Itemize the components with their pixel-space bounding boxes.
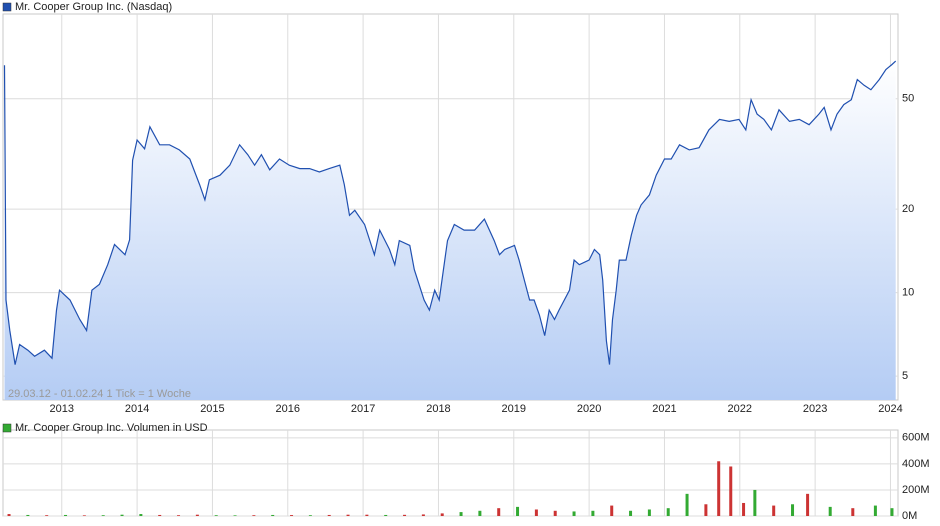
volume-bar	[271, 514, 275, 516]
y-tick-label: 0M	[902, 510, 917, 522]
x-tick-label: 2013	[50, 403, 74, 415]
x-tick-label: 2020	[577, 403, 601, 415]
volume-bar	[791, 504, 795, 516]
volume-bar	[591, 510, 595, 516]
volume-bar	[308, 515, 312, 516]
volume-bar	[729, 466, 733, 516]
volume-bar	[195, 514, 199, 516]
volume-bar	[647, 509, 651, 516]
volume-bar	[890, 508, 894, 516]
volume-bar	[497, 508, 501, 516]
volume-bar	[365, 514, 369, 516]
legend-swatch	[2, 2, 12, 12]
volume-bar	[82, 515, 86, 516]
volume-bar	[440, 513, 444, 516]
y-tick-label: 50	[902, 93, 914, 105]
volume-bar	[851, 508, 855, 516]
price-line	[3, 60, 897, 365]
volume-bar	[64, 514, 68, 516]
volume-bar	[403, 514, 407, 516]
y-tick-label: 400M	[902, 458, 930, 470]
volume-bar	[873, 505, 877, 516]
volume-bar	[139, 514, 143, 516]
volume-bar	[742, 502, 746, 516]
volume-bar	[158, 514, 162, 516]
volume-bar	[572, 511, 576, 516]
price-area	[4, 61, 896, 400]
volume-bar	[516, 506, 520, 516]
volume-bar	[666, 508, 670, 516]
volume-bar	[685, 493, 689, 516]
volume-bar	[346, 514, 350, 516]
volume-bar	[459, 512, 463, 516]
legend-label: Mr. Cooper Group Inc. Volumen in USD	[15, 422, 208, 434]
x-tick-label: 2014	[125, 403, 149, 415]
legend-label: Mr. Cooper Group Inc. (Nasdaq)	[15, 1, 172, 13]
volume-bar	[717, 461, 721, 516]
x-tick-label: 2023	[803, 403, 827, 415]
volume-bar	[753, 489, 757, 516]
legend-swatch	[2, 423, 12, 433]
x-tick-label: 2016	[276, 403, 300, 415]
x-tick-label: 2017	[351, 403, 375, 415]
volume-bar	[327, 514, 331, 516]
volume-bar	[772, 505, 776, 516]
x-tick-label: 2019	[502, 403, 526, 415]
volume-bar	[290, 515, 294, 516]
volume-bar	[421, 514, 425, 516]
volume-bar	[704, 504, 708, 516]
x-tick-label: 2015	[200, 403, 224, 415]
y-tick-label: 20	[902, 203, 914, 215]
volume-bar	[45, 515, 49, 516]
x-tick-label: 2022	[728, 403, 752, 415]
volume-bar	[806, 493, 810, 516]
volume-bar	[177, 515, 181, 516]
volume-bar	[101, 515, 105, 516]
y-tick-label: 600M	[902, 432, 930, 444]
x-tick-label: 2024	[878, 403, 902, 415]
y-tick-label: 5	[902, 370, 908, 382]
y-tick-label: 10	[902, 286, 914, 298]
volume-bar	[629, 510, 633, 516]
volume-bar	[252, 515, 256, 516]
volume-bar	[553, 510, 557, 516]
volume-bar	[214, 515, 218, 516]
volume-bar	[478, 510, 482, 516]
x-tick-label: 2018	[426, 403, 450, 415]
volume-bar	[26, 514, 30, 516]
volume-bar	[828, 506, 832, 516]
y-tick-label: 200M	[902, 484, 930, 496]
volume-bar	[120, 514, 124, 516]
volume-bar	[534, 509, 538, 516]
volume-bar	[233, 515, 237, 516]
annotation: 29.03.12 - 01.02.24 1 Tick = 1 Woche	[8, 388, 191, 400]
volume-bar	[610, 505, 614, 516]
volume-bar	[384, 514, 388, 516]
volume-bar	[7, 514, 11, 516]
x-tick-label: 2021	[652, 403, 676, 415]
